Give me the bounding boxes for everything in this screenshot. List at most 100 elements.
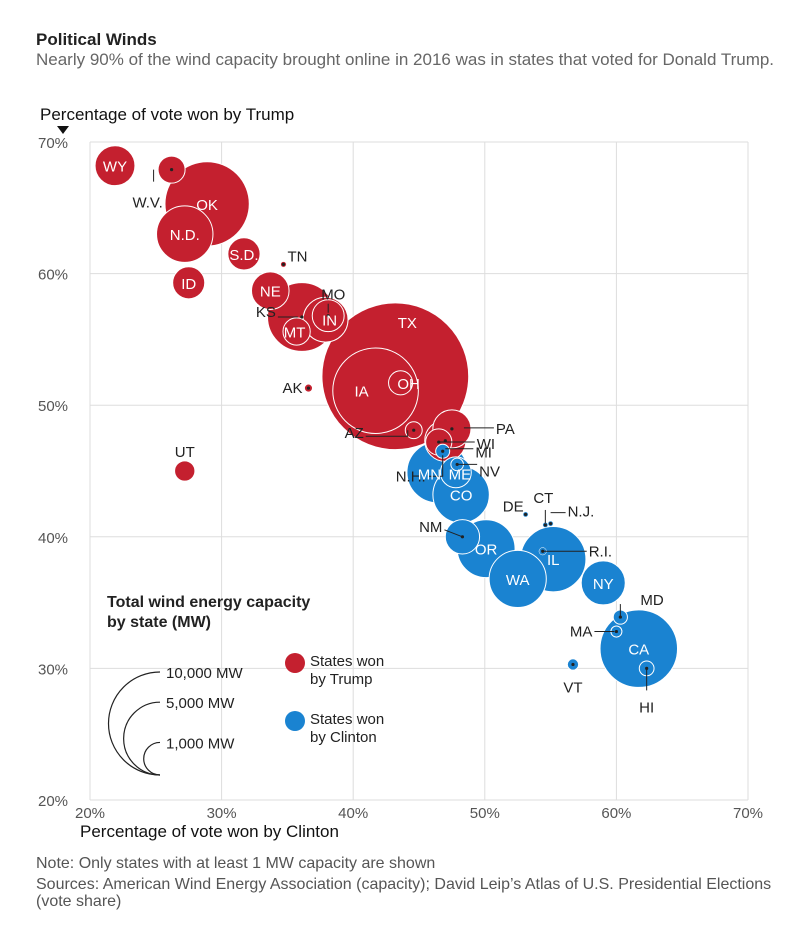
bubbles (94, 145, 679, 688)
leader-dot (443, 439, 447, 443)
leader-dot (306, 386, 311, 390)
state-label-il: IL (547, 552, 560, 569)
leader-dot (455, 462, 459, 467)
bubble-ia (332, 347, 419, 435)
leader-dot (326, 314, 330, 318)
x-tick-label: 20% (75, 805, 105, 822)
x-tick-label: 30% (207, 805, 237, 822)
state-label-pa: PA (496, 421, 515, 438)
y-tick-label: 40% (38, 530, 68, 547)
legend-trump-line1: States won (310, 653, 384, 670)
x-tick-label: 70% (733, 805, 763, 822)
x-tick-label: 50% (470, 805, 500, 822)
leader-dot (614, 629, 619, 634)
state-label-tx: TX (398, 315, 417, 332)
leader-dot (645, 666, 649, 671)
state-label-vt: VT (563, 679, 582, 696)
leader-line (365, 430, 409, 437)
bubble-sd (227, 237, 261, 271)
legend-title-line1: Total wind energy capacity (107, 594, 310, 611)
legend-size-label: 10,000 MW (166, 665, 244, 682)
legend-trump-line2: by Trump (310, 671, 373, 688)
leader-dot (300, 315, 304, 319)
chart-subtitle: Nearly 90% of the wind capacity brought … (36, 50, 775, 69)
legend-title-line2: by state (MW) (107, 614, 211, 631)
x-tick-label: 60% (601, 805, 631, 822)
bubble-id (172, 266, 206, 300)
chart-title: Political Winds (36, 30, 157, 49)
state-label-co: CO (450, 488, 473, 505)
legend-clinton-line1: States won (310, 711, 384, 728)
y-axis-label: Percentage of vote won by Trump (40, 105, 295, 124)
state-label-az: AZ (345, 425, 364, 442)
leader-dot (543, 523, 547, 527)
leader-line (427, 455, 444, 477)
legend-size-label: 1,000 MW (166, 735, 235, 752)
state-label-wa: WA (506, 572, 530, 589)
bubble-wa (488, 549, 547, 608)
state-label-nj: N.J. (568, 504, 595, 521)
y-tick-label: 30% (38, 661, 68, 678)
legend-size-arc (107, 671, 161, 776)
leader-dot (541, 549, 545, 553)
state-label-ri: R.I. (589, 543, 612, 560)
leader-dot (169, 168, 174, 172)
leader-dot (523, 512, 528, 517)
state-label-sd: S.D. (229, 247, 258, 264)
state-label-oh: OH (397, 376, 420, 393)
leader-dot (412, 428, 416, 432)
leader-dot (549, 522, 553, 526)
state-label-mt: MT (284, 325, 306, 342)
leader-dot (618, 615, 622, 619)
state-label-wi: WI (477, 436, 495, 453)
leader-dot (281, 262, 286, 266)
state-label-wv: W.V. (132, 195, 162, 212)
y-tick-label: 60% (38, 267, 68, 284)
state-label-md: MD (640, 592, 663, 609)
legend-size-arc (123, 701, 161, 776)
legend: Total wind energy capacity by state (MW) 1… (107, 594, 384, 776)
state-label-nm: NM (419, 519, 442, 536)
state-label-ok: OK (196, 197, 218, 214)
leader-dot (571, 662, 575, 667)
state-label-ia: IA (354, 384, 368, 401)
state-label-ma: MA (570, 624, 593, 641)
state-label-ut: UT (175, 444, 195, 461)
state-label-me: ME (449, 466, 472, 483)
leader-dot (441, 449, 445, 453)
state-label-mo: MO (321, 287, 345, 304)
legend-clinton-swatch (285, 711, 305, 731)
state-label-tn: TN (287, 248, 307, 265)
state-label-de: DE (503, 498, 524, 515)
bubble-mt (282, 317, 311, 346)
legend-size-arc (143, 741, 161, 776)
state-label-ca: CA (628, 642, 649, 659)
state-label-hi: HI (639, 699, 654, 716)
bubble-ut (174, 460, 196, 482)
leader-dot (437, 440, 441, 444)
state-label-id: ID (181, 276, 196, 293)
state-label-ny: NY (593, 576, 614, 593)
footnote: Note: Only states with at least 1 MW cap… (36, 855, 436, 872)
state-label-mi: MI (475, 445, 492, 462)
bubble-nd (156, 205, 214, 263)
leader-dot (450, 427, 454, 431)
state-labels: WY W.V. OK N.D. S.D. TN ID NE MO KS MT IN TX AK OH IA PA… (103, 159, 664, 717)
y-tick-label: 20% (38, 793, 68, 810)
leader-line (444, 529, 463, 538)
sources: Sources: American Wind Energy Associatio… (36, 876, 772, 910)
state-label-or: OR (475, 542, 498, 559)
state-label-mn: MN (418, 466, 441, 483)
state-label-nh: N.H. (396, 468, 426, 485)
legend-clinton-line2: by Clinton (310, 729, 377, 746)
state-label-ne: NE (260, 284, 281, 301)
legend-size-label: 5,000 MW (166, 695, 235, 712)
bubble-ny (580, 560, 626, 606)
state-label-wy: WY (103, 159, 127, 176)
y-tick-label: 70% (38, 135, 68, 152)
y-tick-label: 50% (38, 398, 68, 415)
bubble-wy (94, 145, 136, 187)
x-axis-label: Percentage of vote won by Clinton (80, 822, 339, 841)
state-label-in: IN (322, 313, 337, 330)
